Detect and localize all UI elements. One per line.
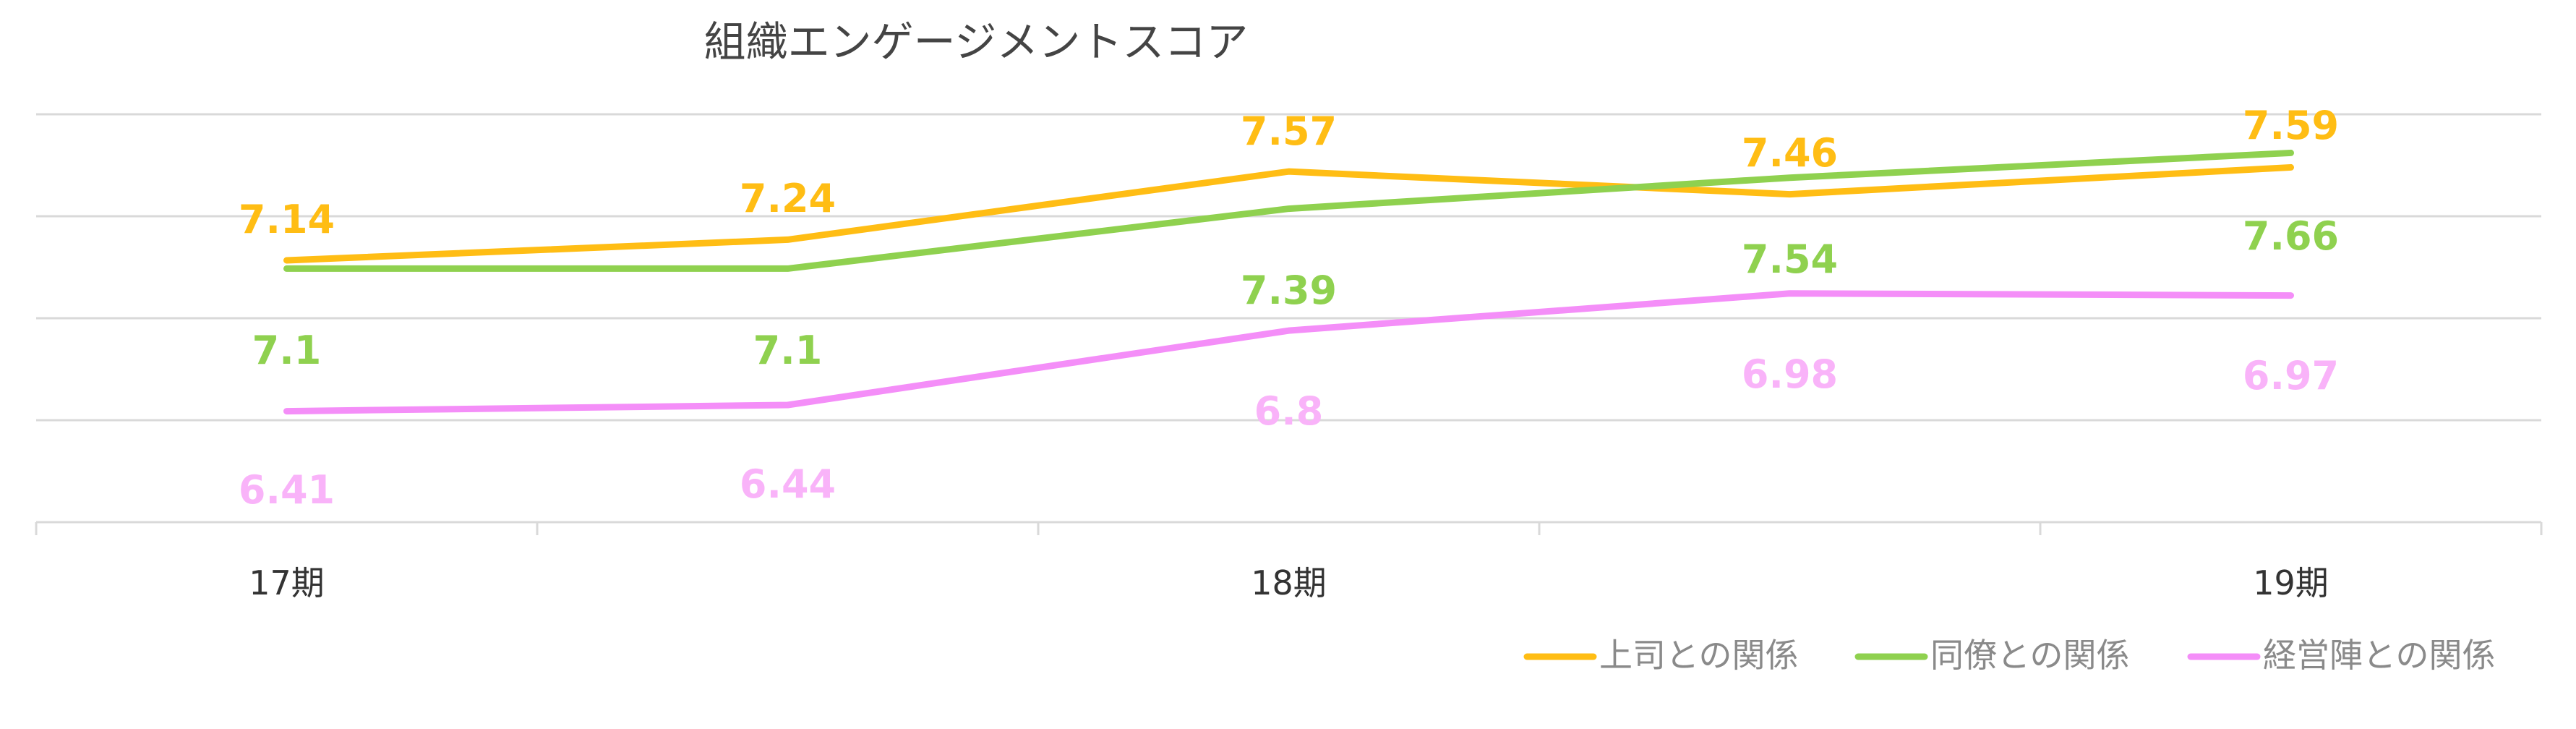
series-lines	[283, 149, 2294, 415]
data-label-colleagues: 7.39	[1241, 268, 1337, 313]
x-axis: 17期 18期 19期	[35, 521, 2543, 602]
legend: 上司との関係 同僚との関係 経営陣との関係	[1523, 636, 2496, 675]
x-tick-label: 18期	[1251, 563, 1327, 602]
chart-title: 組織エンゲージメントスコア	[704, 17, 1249, 67]
data-label-colleagues: 7.66	[2243, 213, 2339, 259]
data-label-supervisor: 7.57	[1241, 108, 1337, 154]
data-label-management: 6.8	[1254, 388, 1324, 434]
data-labels: 7.14 7.24 7.57 7.46 7.59 7.1 7.1 7.39 7.54 7.66 6.…	[239, 103, 2339, 513]
data-label-supervisor: 7.24	[740, 176, 836, 221]
data-label-supervisor: 7.14	[239, 197, 335, 242]
series-line-supervisor	[283, 163, 2294, 264]
data-label-supervisor: 7.46	[1742, 130, 1838, 176]
series-line-colleagues	[283, 149, 2294, 272]
gridlines	[36, 113, 2541, 422]
data-label-management: 6.97	[2243, 353, 2339, 398]
data-label-management: 6.98	[1742, 351, 1838, 397]
data-label-supervisor: 7.59	[2243, 103, 2339, 148]
legend-item-colleagues[interactable]: 同僚との関係	[1854, 636, 2130, 675]
data-label-management: 6.41	[239, 467, 335, 513]
legend-item-supervisor[interactable]: 上司との関係	[1523, 636, 1799, 675]
x-tick-label: 17期	[249, 563, 325, 602]
legend-label: 上司との関係	[1599, 636, 1799, 675]
legend-label: 経営陣との関係	[2263, 636, 2496, 675]
data-label-colleagues: 7.1	[252, 328, 322, 373]
legend-label: 同僚との関係	[1930, 636, 2130, 675]
x-tick-label: 19期	[2253, 563, 2329, 602]
data-label-colleagues: 7.54	[1742, 236, 1838, 282]
legend-item-management[interactable]: 経営陣との関係	[2187, 636, 2496, 675]
series-line-management	[283, 290, 2294, 415]
data-label-colleagues: 7.1	[753, 328, 823, 373]
data-label-management: 6.44	[740, 461, 836, 507]
